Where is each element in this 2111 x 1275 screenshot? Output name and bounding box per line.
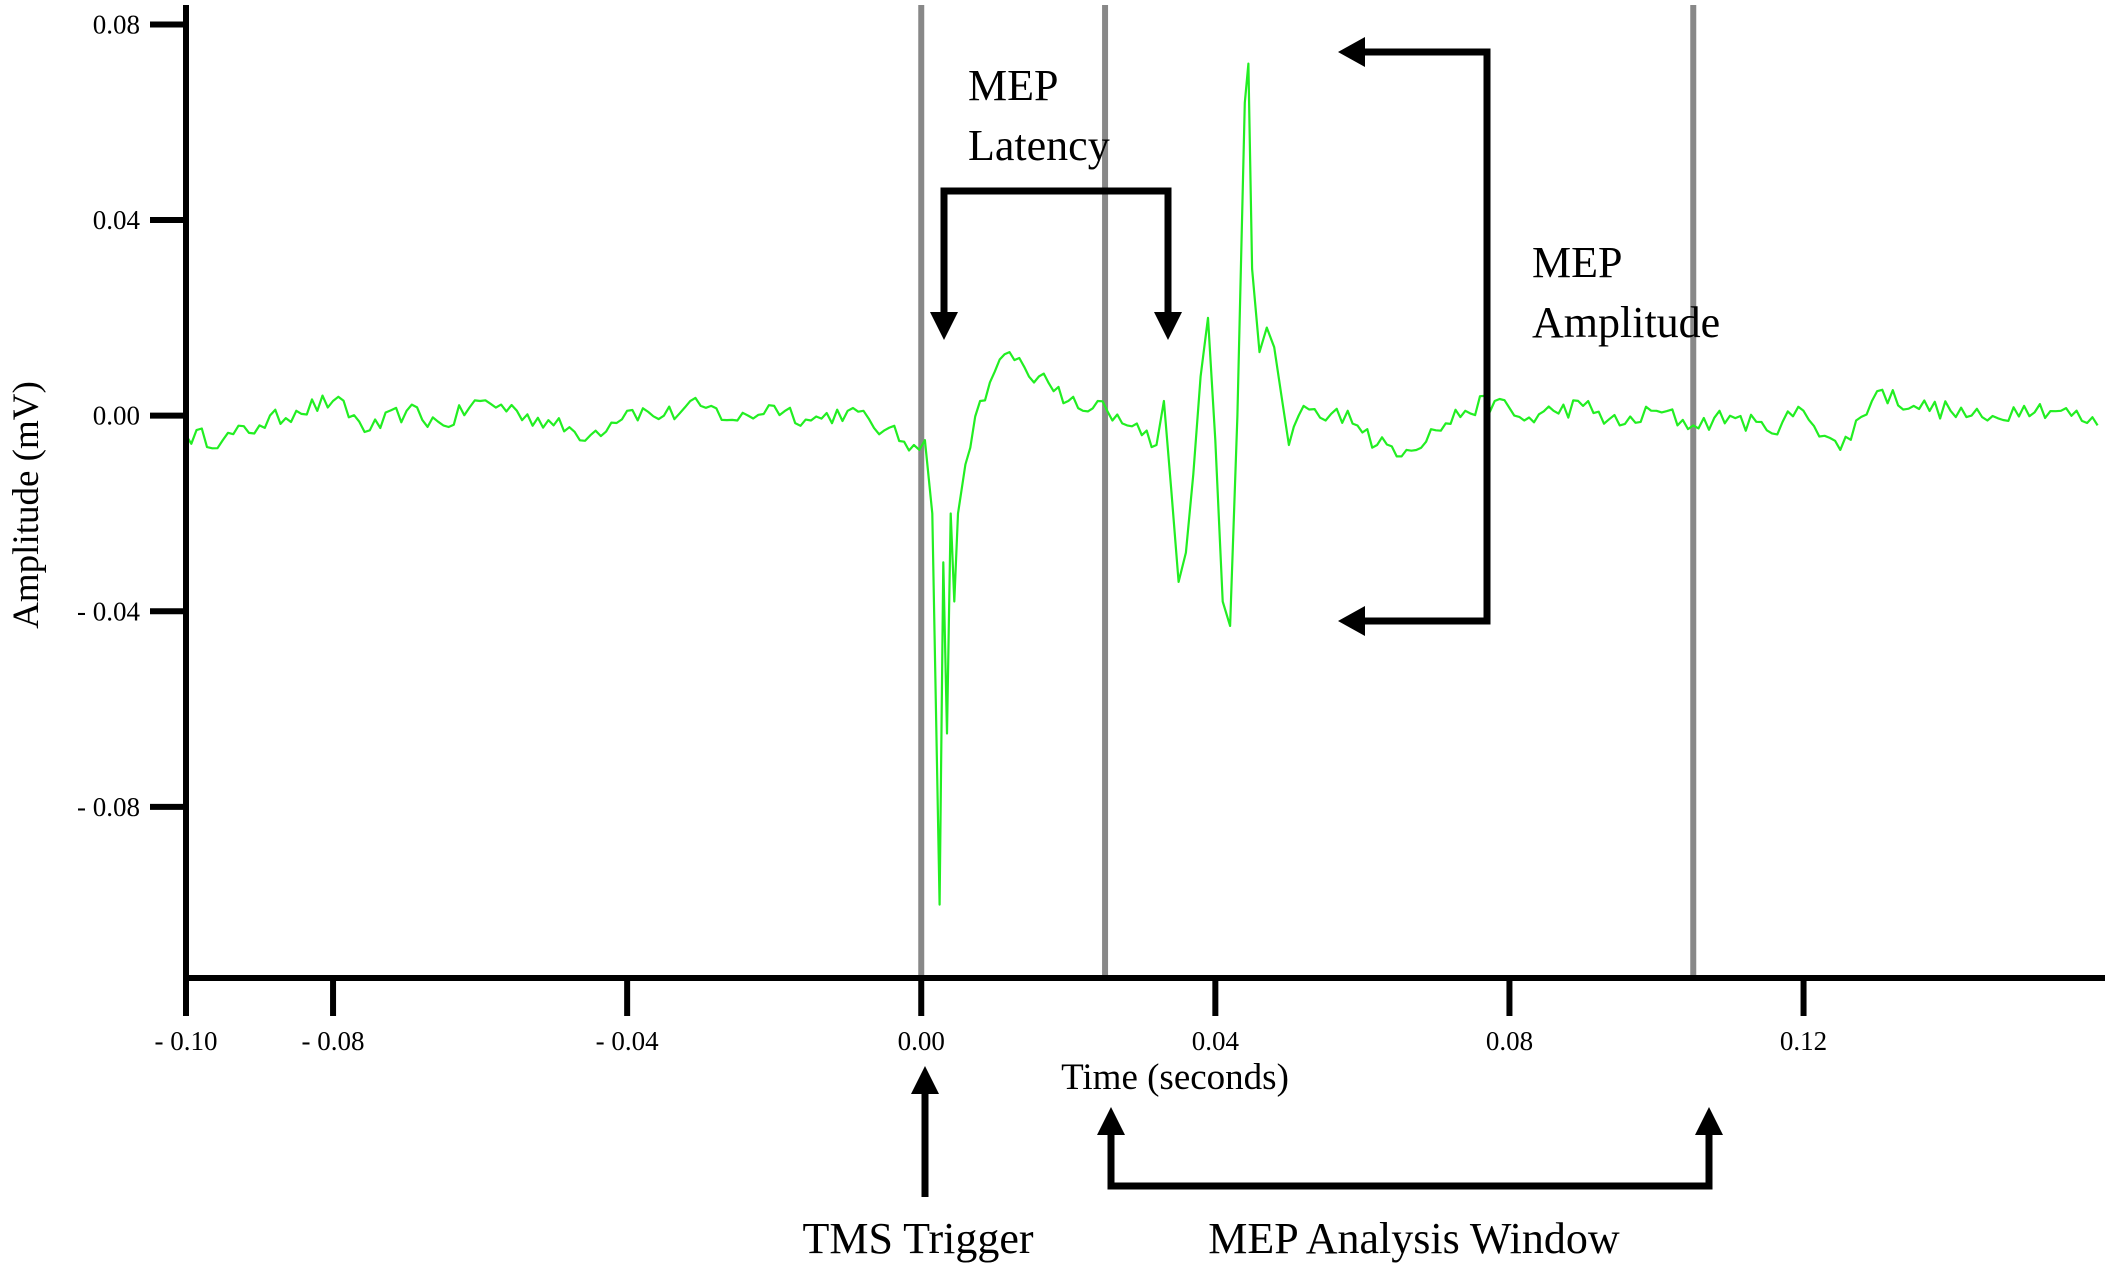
x-ticks: - 0.10 - 0.08 - 0.04 0.00 0.04 0.08 0.12 bbox=[155, 978, 1827, 1056]
tms-trigger-label: TMS Trigger bbox=[802, 1214, 1033, 1263]
x-tick-label: 0.04 bbox=[1192, 1026, 1240, 1056]
emg-trace-layer bbox=[185, 62, 2099, 906]
tms-trigger-arrowhead bbox=[911, 1066, 939, 1094]
y-tick-label: 0.08 bbox=[93, 9, 140, 39]
amplitude-label-line1: MEP bbox=[1532, 238, 1622, 287]
amplitude-label-line2: Amplitude bbox=[1532, 298, 1720, 347]
analysis-window-arrowhead-left bbox=[1097, 1107, 1125, 1135]
x-tick-label: - 0.04 bbox=[596, 1026, 659, 1056]
latency-arrowhead-right bbox=[1154, 312, 1182, 340]
y-tick-label: 0.00 bbox=[93, 401, 140, 431]
amplitude-arrowhead-top bbox=[1338, 37, 1365, 67]
analysis-window-arrowhead-right bbox=[1695, 1107, 1723, 1135]
x-tick-label: 0.12 bbox=[1780, 1026, 1827, 1056]
latency-label-line1: MEP bbox=[968, 61, 1058, 110]
x-axis-title: Time (seconds) bbox=[1061, 1057, 1289, 1098]
latency-arrowhead-left bbox=[930, 312, 958, 340]
amplitude-bracket bbox=[1362, 48, 1491, 625]
amplitude-arrowhead-bottom bbox=[1338, 606, 1365, 636]
latency-bracket bbox=[940, 187, 1172, 315]
x-tick-label: - 0.08 bbox=[302, 1026, 365, 1056]
y-axis-title: Amplitude (mV) bbox=[6, 381, 47, 629]
x-tick-label: 0.08 bbox=[1486, 1026, 1533, 1056]
x-tick-label: - 0.10 bbox=[155, 1026, 218, 1056]
y-tick-label: 0.04 bbox=[93, 205, 141, 235]
analysis-window-label: MEP Analysis Window bbox=[1208, 1214, 1620, 1263]
y-ticks: 0.08 0.04 0.00 - 0.04 - 0.08 bbox=[77, 9, 186, 822]
y-tick-label: - 0.04 bbox=[77, 596, 140, 626]
y-tick-label: - 0.08 bbox=[77, 792, 140, 822]
emg-trace-line bbox=[185, 62, 2099, 906]
x-tick-label: 0.00 bbox=[898, 1026, 945, 1056]
vertical-marker-lines bbox=[918, 5, 1697, 978]
analysis-window-bracket bbox=[1107, 1132, 1713, 1190]
latency-label-line2: Latency bbox=[968, 121, 1110, 170]
